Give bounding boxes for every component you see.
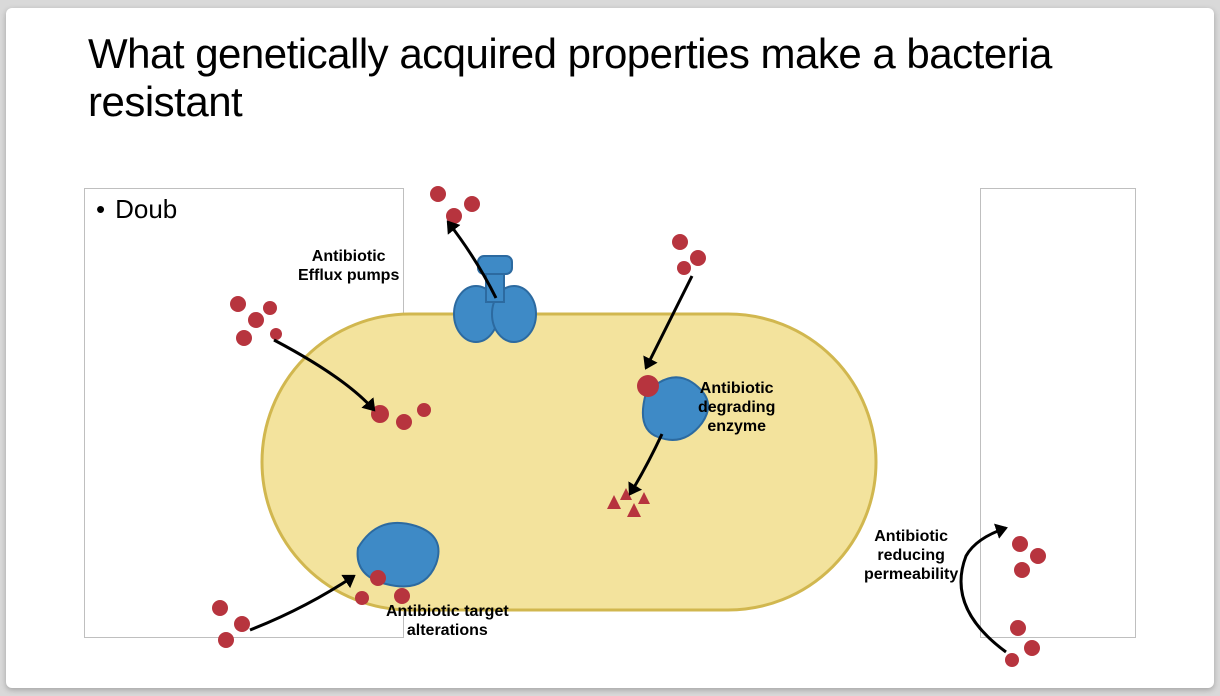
antibiotic-dot [677,261,691,275]
antibiotic-dot [464,196,480,212]
antibiotic-dot [248,312,264,328]
antibiotic-dot [1024,640,1040,656]
antibiotic-dot [218,632,234,648]
antibiotic-dot [690,250,706,266]
resistance-diagram [6,8,1214,688]
antibiotic-dot [236,330,252,346]
antibiotic-dot [263,301,277,315]
permeability-deflect-arrow [961,528,1006,652]
antibiotic-dot [1005,653,1019,667]
target-protein-icon [358,523,439,587]
slide-inner: What genetically acquired properties mak… [6,8,1214,688]
antibiotic-dot [396,414,412,430]
antibiotic-dot [230,296,246,312]
target-alterations-label: Antibiotic targetalterations [386,602,509,640]
antibiotic-dot [1012,536,1028,552]
antibiotic-dot [1010,620,1026,636]
bacterial-cell [262,314,876,610]
antibiotic-dot [370,570,386,586]
antibiotic-dot [1030,548,1046,564]
slide-frame: What genetically acquired properties mak… [6,8,1214,688]
efflux-pump-label: AntibioticEfflux pumps [298,247,399,285]
permeability-label: Antibioticreducingpermeability [864,527,958,585]
antibiotic-dot [212,600,228,616]
antibiotic-dot [270,328,282,340]
antibiotic-dot [672,234,688,250]
antibiotic-dot [417,403,431,417]
antibiotic-dot [355,591,369,605]
antibiotic-dot [234,616,250,632]
antibiotic-dot [430,186,446,202]
antibiotic-dot [1014,562,1030,578]
antibiotic-dot [446,208,462,224]
degrading-enzyme-label: Antibioticdegradingenzyme [698,379,775,437]
